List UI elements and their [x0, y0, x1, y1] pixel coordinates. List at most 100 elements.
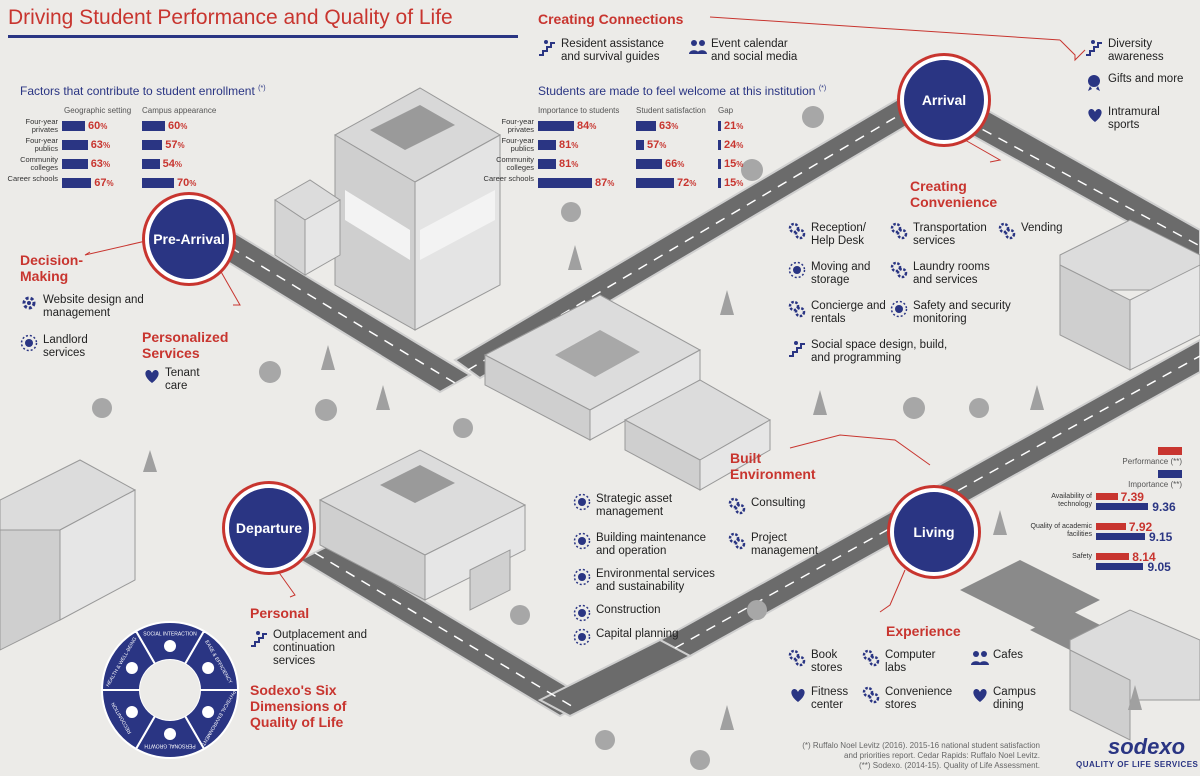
stage-arrival: Arrival	[900, 56, 988, 144]
heart-hands-icon	[970, 686, 988, 704]
enrollment-row-label: Four-year publics	[25, 136, 58, 153]
welcome-satisfaction-value: 66%	[665, 158, 685, 170]
convenience-item: Social space design, build, and programm…	[788, 339, 948, 365]
living-importance-bar	[1096, 563, 1144, 570]
welcome-satisfaction-value: 72%	[677, 177, 697, 189]
six-dimensions-heading: Sodexo's Six Dimensions of Quality of Li…	[250, 682, 347, 730]
gear-icon	[890, 261, 908, 279]
wheel-segment-label: SOCIAL INTERACTION	[143, 631, 197, 637]
welcome-satisfaction-bar	[636, 140, 644, 150]
enrollment-geo-value: 63%	[90, 139, 111, 151]
convenience-item: Safety and security monitoring	[890, 300, 1030, 326]
living-importance-value: 9.15	[1149, 530, 1173, 544]
welcome-satisfaction-value: 63%	[659, 120, 679, 132]
enrollment-campus-bar	[142, 140, 163, 150]
medal-icon	[1085, 73, 1103, 91]
wheel-segment-icon	[125, 706, 138, 718]
enrollment-campus-value: 54%	[162, 158, 182, 170]
living-performance-bar	[1096, 493, 1118, 500]
enrollment-col-geo: Geographic setting	[64, 106, 132, 115]
personal-item-outplacement: Outplacement and continuation services	[250, 629, 370, 668]
welcome-importance-bar	[538, 140, 556, 150]
creating-connections-heading: Creating Connections	[538, 11, 684, 27]
welcome-col-satisfaction: Student satisfaction	[636, 106, 706, 115]
welcome-subtitle: Students are made to feel welcome at thi…	[538, 84, 827, 98]
legend-performance-swatch	[1158, 447, 1182, 455]
personal-heading: Personal	[250, 605, 310, 621]
experience-item: Computer labs	[862, 649, 952, 675]
decision-item-landlord: Landlord services	[20, 334, 130, 360]
welcome-gap-value: 15%	[724, 177, 744, 189]
experience-item: Campus dining	[970, 686, 1060, 712]
welcome-row-label: Four-year privates	[501, 117, 534, 134]
enrollment-geo-value: 67%	[94, 177, 114, 189]
living-importance-value: 9.05	[1147, 560, 1171, 574]
built-environment-item: Building maintenance and operation	[573, 532, 723, 558]
heart-hands-icon	[788, 686, 806, 704]
sun-gear-icon	[573, 604, 591, 622]
living-performance-value: 7.39	[1120, 490, 1144, 504]
convenience-item: Reception/ Help Desk	[788, 222, 888, 248]
wheel-segment-icon	[202, 706, 215, 718]
welcome-gap-bar	[718, 178, 721, 188]
built-environment-item: Environmental services and sustainabilit…	[573, 568, 723, 594]
footnote-2: and priorities report. Cedar Rapids: Ruf…	[844, 751, 1040, 760]
built-environment-item: Construction	[573, 604, 723, 622]
connections-item-1: Resident assistance and survival guides	[538, 38, 678, 64]
stairs-icon	[788, 339, 806, 357]
stairs-icon	[250, 629, 268, 647]
convenience-item: Laundry rooms and services	[890, 261, 1010, 287]
enrollment-campus-value: 60%	[168, 120, 188, 132]
welcome-gap-bar	[718, 121, 721, 131]
footnote-1: (*) Ruffalo Noel Levitz (2016). 2015-16 …	[802, 741, 1040, 750]
sun-gear-icon	[788, 261, 806, 279]
connections-item-2: Event calendar and social media	[688, 38, 808, 64]
welcome-importance-bar	[538, 121, 574, 131]
built-environment-item: Capital planning	[573, 628, 723, 646]
gear-icon	[788, 649, 806, 667]
arrival-item-sports: Intramural sports	[1085, 106, 1185, 132]
welcome-col-gap: Gap	[718, 106, 734, 115]
living-row-label: Safety	[1072, 553, 1092, 560]
stage-living: Living	[890, 488, 978, 576]
enrollment-campus-value: 57%	[165, 139, 185, 151]
gear-icon	[890, 222, 908, 240]
living-row-label: Quality of academic facilities	[1030, 523, 1092, 538]
experience-item: Cafes	[970, 649, 1050, 667]
sun-gear-icon	[573, 568, 591, 586]
sun-gear-icon	[573, 532, 591, 550]
sun-gear-icon	[20, 334, 38, 352]
wheel-segment	[100, 629, 157, 691]
enrollment-subtitle: Factors that contribute to student enrol…	[20, 84, 266, 98]
enrollment-geo-value: 63%	[90, 158, 111, 170]
welcome-satisfaction-bar	[636, 159, 662, 169]
experience-item: Fitness center	[788, 686, 868, 712]
living-row-label: Availability of technology	[1051, 493, 1092, 508]
stage-departure: Departure	[225, 484, 313, 572]
enrollment-row-label: Community colleges	[20, 155, 58, 172]
sodexo-logo: sodexo	[1108, 734, 1186, 759]
welcome-row-label: Community colleges	[496, 155, 534, 172]
page-title: Driving Student Performance and Quality …	[8, 6, 453, 29]
people-icon	[970, 649, 989, 667]
personalized-services-heading: Personalized Services	[142, 329, 229, 361]
arrival-item-diversity: Diversity awareness	[1085, 38, 1185, 64]
heart-hands-icon	[1085, 106, 1103, 124]
legend-importance-swatch	[1158, 470, 1182, 478]
living-legend: Performance (**) Importance (**)	[1118, 447, 1182, 489]
welcome-row-label: Career schools	[483, 174, 534, 183]
footnotes: (*) Ruffalo Noel Levitz (2016). 2015-16 …	[740, 741, 1040, 771]
living-importance-value: 9.36	[1152, 500, 1176, 514]
welcome-importance-value: 81%	[559, 158, 579, 170]
enrollment-geo-value: 60%	[88, 120, 108, 132]
welcome-gap-bar	[718, 140, 721, 150]
experience-item: Book stores	[788, 649, 868, 675]
living-performance-value: 7.92	[1128, 520, 1153, 534]
title-underline	[8, 35, 518, 38]
gear-icon	[728, 497, 746, 515]
enrollment-campus-bar	[142, 178, 174, 188]
decision-item-website: Website design and management	[20, 294, 145, 320]
welcome-row-label: Four-year publics	[501, 136, 534, 153]
gear-icon	[728, 532, 746, 550]
